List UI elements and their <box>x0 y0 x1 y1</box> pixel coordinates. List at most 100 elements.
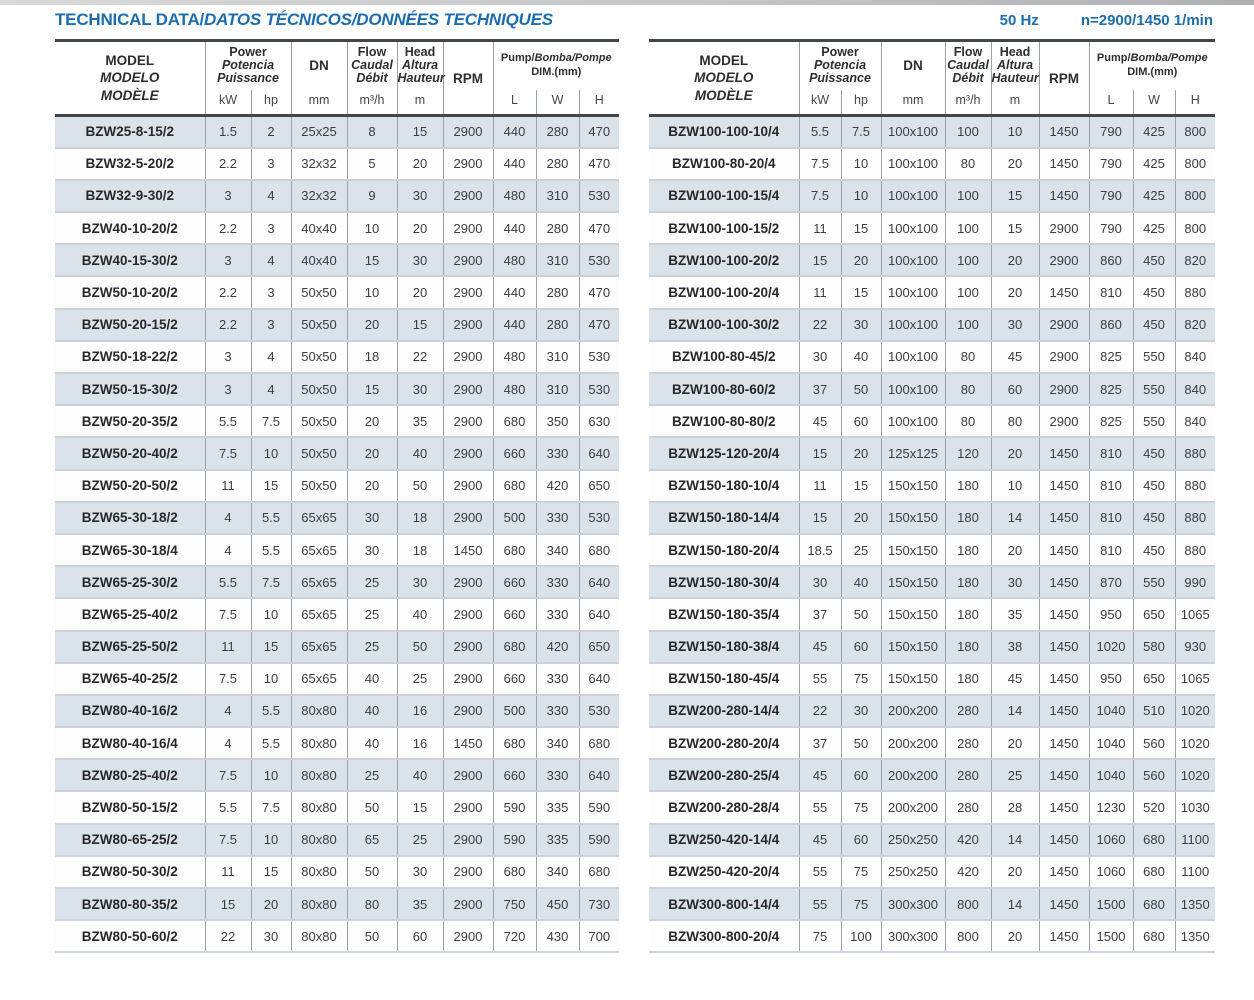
value-cell: 55 <box>798 791 841 825</box>
value-cell: 80 <box>944 405 991 439</box>
value-cell: 25 <box>396 823 443 857</box>
value-cell: 2900 <box>442 373 493 407</box>
value-cell: 40 <box>396 759 443 793</box>
table-row: BZW100-80-80/2 45 60 100x100 80 80 2900 825 550 8… <box>649 405 1215 439</box>
value-cell: 7.5 <box>840 115 881 149</box>
value-cell: 3 <box>204 340 251 375</box>
value-cell: 120 <box>944 437 991 471</box>
value-cell: 50x50 <box>290 405 347 439</box>
value-cell: 280 <box>535 308 579 342</box>
value-cell: 450 <box>1132 437 1175 471</box>
value-cell: 470 <box>578 147 619 181</box>
col-dn: DN <box>880 40 945 90</box>
col-dim: Pump/Bomba/Pompe DIM.(mm) <box>492 40 619 90</box>
value-cell: 800 <box>1174 179 1215 214</box>
table-row: BZW32-5-20/2 2.2 3 32x32 5 20 2900 440 280 470 <box>55 147 619 181</box>
value-cell: 660 <box>492 759 536 793</box>
value-cell: 10 <box>840 179 881 214</box>
value-cell: 22 <box>204 920 251 954</box>
value-cell: 10 <box>990 469 1039 503</box>
value-cell: 20 <box>990 855 1039 890</box>
model-cell: BZW50-20-40/2 <box>55 437 205 471</box>
value-cell: 5.5 <box>250 501 291 535</box>
dim-es-fr: Bomba/Pompe <box>1130 52 1208 64</box>
value-cell: 335 <box>535 823 579 857</box>
value-cell: 1450 <box>1038 694 1089 729</box>
value-cell: 2900 <box>442 694 493 729</box>
model-fr: MODÈLE <box>100 87 159 103</box>
value-cell: 820 <box>1174 244 1215 278</box>
value-cell: 825 <box>1088 340 1133 375</box>
col-rpm: RPM <box>442 40 493 116</box>
value-cell: 280 <box>535 147 579 181</box>
value-cell: 16 <box>396 727 443 761</box>
value-cell: 11 <box>204 469 251 503</box>
value-cell: 590 <box>578 823 619 857</box>
table-row: BZW65-40-25/2 7.5 10 65x65 40 25 2900 660 330 640 <box>55 662 619 696</box>
unit-m: m <box>396 89 443 116</box>
value-cell: 30 <box>396 244 443 278</box>
value-cell: 25 <box>346 630 397 664</box>
value-cell: 5 <box>346 147 397 181</box>
value-cell: 5.5 <box>250 694 291 729</box>
model-cell: BZW100-100-20/2 <box>649 244 799 278</box>
col-power: Power Potencia Puissance <box>798 40 881 90</box>
value-cell: 4 <box>204 727 251 761</box>
value-cell: 4 <box>250 373 291 407</box>
value-cell: 560 <box>1132 759 1175 793</box>
model-cell: BZW32-9-30/2 <box>55 179 205 214</box>
page-title: TECHNICAL DATA/DATOS TÉCNICOS/DONNÉES TE… <box>55 10 553 30</box>
table-row: BZW200-280-25/4 45 60 200x200 280 25 1450 1040 5… <box>649 759 1215 793</box>
table-row: BZW100-100-15/4 7.5 10 100x100 100 15 1450 790 4… <box>649 179 1215 214</box>
value-cell: 20 <box>346 437 397 471</box>
value-cell: 100x100 <box>880 212 945 246</box>
unit-w: W <box>535 89 579 116</box>
value-cell: 180 <box>944 598 991 632</box>
value-cell: 560 <box>1132 727 1175 761</box>
value-cell: 150x150 <box>880 566 945 600</box>
value-cell: 330 <box>535 694 579 729</box>
value-cell: 8 <box>346 115 397 149</box>
head-es: Altura <box>996 58 1034 73</box>
model-cell: BZW65-40-25/2 <box>55 662 205 696</box>
value-cell: 32x32 <box>290 147 347 181</box>
value-cell: 820 <box>1174 308 1215 342</box>
table-row: BZW65-30-18/4 4 5.5 65x65 30 18 1450 680 340 680 <box>55 533 619 568</box>
value-cell: 2900 <box>442 437 493 471</box>
speed-label: n=2900/1450 1/min <box>1080 12 1213 29</box>
value-cell: 530 <box>578 694 619 729</box>
value-cell: 1020 <box>1174 727 1215 761</box>
value-cell: 60 <box>840 759 881 793</box>
value-cell: 25 <box>840 533 881 568</box>
value-cell: 1450 <box>1038 598 1089 632</box>
model-cell: BZW150-180-14/4 <box>649 501 799 535</box>
model-cell: BZW250-420-20/4 <box>649 855 799 890</box>
value-cell: 180 <box>944 501 991 535</box>
value-cell: 20 <box>990 437 1039 471</box>
value-cell: 2900 <box>1038 212 1089 246</box>
value-cell: 10 <box>250 437 291 471</box>
value-cell: 1500 <box>1088 920 1133 954</box>
unit-hp: hp <box>840 89 881 116</box>
value-cell: 2900 <box>442 759 493 793</box>
value-cell: 50x50 <box>290 340 347 375</box>
value-cell: 750 <box>492 888 536 922</box>
value-cell: 200x200 <box>880 791 945 825</box>
model-cell: BZW50-18-22/2 <box>55 340 205 375</box>
value-cell: 200x200 <box>880 759 945 793</box>
value-cell: 60 <box>840 823 881 857</box>
table-row: BZW50-20-15/2 2.2 3 50x50 20 15 2900 440 280 470 <box>55 308 619 342</box>
value-cell: 7.5 <box>204 823 251 857</box>
value-cell: 60 <box>840 405 881 439</box>
model-cell: BZW100-100-15/2 <box>649 212 799 246</box>
value-cell: 10 <box>840 147 881 181</box>
value-cell: 11 <box>204 855 251 890</box>
value-cell: 930 <box>1174 630 1215 664</box>
value-cell: 3 <box>250 308 291 342</box>
value-cell: 310 <box>535 244 579 278</box>
value-cell: 420 <box>535 469 579 503</box>
value-cell: 340 <box>535 727 579 761</box>
value-cell: 1450 <box>1038 437 1089 471</box>
table-row: BZW50-20-50/2 11 15 50x50 20 50 2900 680 420 650 <box>55 469 619 503</box>
value-cell: 10 <box>250 662 291 696</box>
